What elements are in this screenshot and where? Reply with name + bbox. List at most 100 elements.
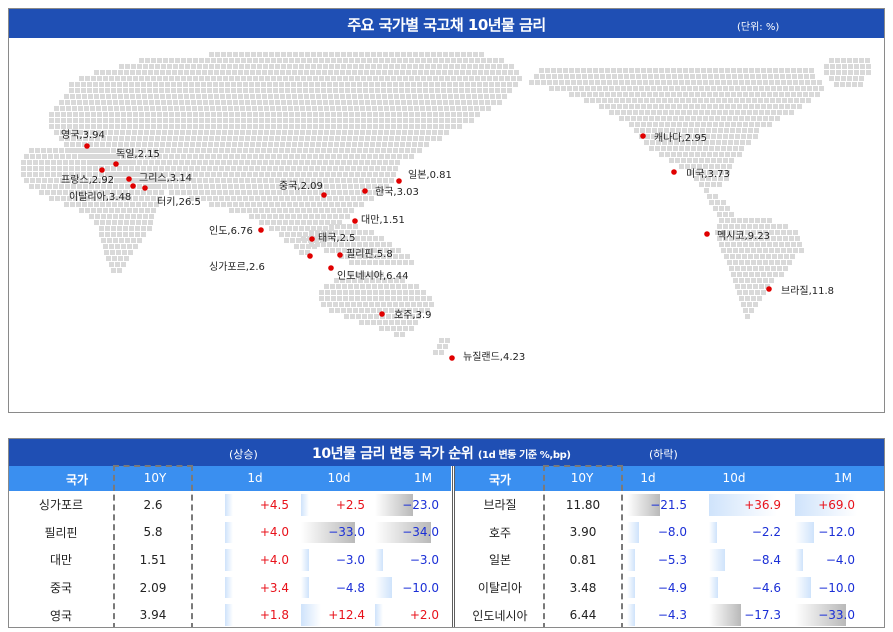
col-1d: 1d [640,471,656,485]
d1-cell: +4.5 [223,491,293,519]
col-country: 국가 [488,473,512,487]
change-bar [225,494,233,516]
country-marker [671,169,677,175]
country-cell: 싱가포르 [9,491,113,519]
d10-cell-value: +2.5 [335,497,365,512]
m1-cell-value: −12.0 [818,525,855,540]
m1-cell: +2.0 [373,601,443,627]
m1-cell-value: +69.0 [818,497,855,512]
country-yield-label: 태국,2.5 [318,232,355,244]
change-bar [375,549,383,571]
d10-cell-value: −3.0 [335,552,365,567]
change-bar [301,549,309,571]
country-cell-value: 싱가포르 [38,498,84,513]
country-cell-value: 이탈리아 [477,581,523,596]
d1-cell-value: −5.3 [657,552,687,567]
country-marker [113,161,119,167]
m1-cell: −33.0 [793,601,859,627]
country-yield-label: 뉴질랜드,4.23 [463,351,525,363]
y10-cell: 5.8 [113,519,193,547]
country-yield-label: 미국,3.73 [686,168,730,180]
country-marker [396,178,402,184]
d10-cell: −3.0 [299,546,369,574]
change-bar [301,604,322,626]
10y-highlight-left [543,465,545,627]
country-cell-value: 인도네시아 [472,608,528,623]
col-1d: 1d [247,471,263,485]
d10-cell: −17.3 [707,601,785,627]
country-cell: 이탈리아 [455,574,545,602]
country-marker [321,192,327,198]
country-cell: 일본 [455,546,545,574]
d1-cell-value: +4.5 [259,497,289,512]
y10-cell: 3.90 [543,519,623,547]
table-row: 이탈리아 3.48 −4.9 −4.6 −10.0 [455,574,884,602]
fall-label: (하락) [649,448,678,461]
col-1m: 1M [834,471,852,485]
country-marker [130,183,136,189]
world-dot-map: 영국,3.94 독일,2.15 프랑스,2.92 그리스,3.14 이탈리아,3.48 터… [21,52,871,363]
table-row: 영국 3.94 +1.8 +12.4 +2.0 [9,601,451,627]
change-bar [709,576,718,599]
m1-cell-value: +2.0 [409,608,439,623]
m1-cell: −23.0 [373,491,443,519]
country-cell-value: 중국 [49,581,73,596]
d1-cell: +1.8 [223,601,293,627]
country-cell: 필리핀 [9,519,113,547]
change-bar [795,549,803,571]
y10-cell-value: 2.6 [143,497,163,512]
change-bar [709,549,725,571]
country-yield-label: 싱가포르,2.6 [209,261,265,273]
country-marker [309,236,315,242]
d1-cell-value: +4.0 [259,525,289,540]
d1-cell: −4.3 [625,601,691,627]
country-yield-label: 인도네시아,6.44 [337,270,408,282]
m1-cell: +69.0 [793,491,859,519]
country-marker [362,188,368,194]
ranking-title: 10년물 금리 변동 국가 순위 (1d 변동 기준 %,bp) [312,443,571,463]
y10-cell-value: 0.81 [569,552,597,567]
country-yield-label: 프랑스,2.92 [61,174,114,186]
table-row: 대만 1.51 +4.0 −3.0 −3.0 [9,546,451,574]
y10-cell-value: 1.51 [139,552,167,567]
country-yield-label: 중국,2.09 [279,180,323,192]
y10-cell-value: 2.09 [139,580,167,595]
change-bar [375,521,432,544]
change-bar [225,549,233,571]
change-bar [225,521,233,544]
table-divider [452,466,453,627]
d10-cell-value: −4.6 [751,580,781,595]
change-bar [627,521,640,544]
d1-cell: −4.9 [625,574,691,602]
y10-cell: 6.44 [543,601,623,627]
country-cell-value: 대만 [49,553,73,568]
d1-cell: −5.3 [625,546,691,574]
y10-cell: 0.81 [543,546,623,574]
country-marker [142,185,148,191]
y10-cell: 11.80 [543,491,623,519]
ranking-table-panel: (상승) 10년물 금리 변동 국가 순위 (1d 변동 기준 %,bp) (하… [8,438,885,628]
10y-highlight-top [113,465,193,467]
d10-cell-value: −17.3 [744,608,781,623]
y10-cell-value: 6.44 [569,608,597,623]
country-yield-label: 터키,26.5 [157,196,201,208]
country-yield-label: 한국,3.03 [375,186,419,198]
col-10d: 10d [722,471,746,485]
rising-column-header: 국가 10Y 1d 10d 1M [9,466,451,491]
country-marker [640,133,646,139]
change-bar [795,521,814,544]
country-cell-value: 일본 [488,553,512,568]
ranking-basis: (1d 변동 기준 %,bp) [477,450,571,461]
d1-cell-value: −21.5 [650,497,687,512]
change-bar [375,576,392,599]
ranking-title-text: 10년물 금리 변동 국가 순위 [312,446,474,462]
d10-cell-value: +12.4 [328,608,365,623]
m1-cell: −4.0 [793,546,859,574]
change-bar [301,521,356,544]
10y-highlight-right [621,465,623,627]
rising-table: 싱가포르 2.6 +4.5 +2.5 −23.0 필리핀 5.8 +4.0 −33.0 −34.0… [9,491,451,627]
table-row: 필리핀 5.8 +4.0 −33.0 −34.0 [9,519,451,547]
y10-cell: 3.48 [543,574,623,602]
change-bar [627,576,635,599]
country-yield-label: 캐나다,2.95 [654,132,707,144]
